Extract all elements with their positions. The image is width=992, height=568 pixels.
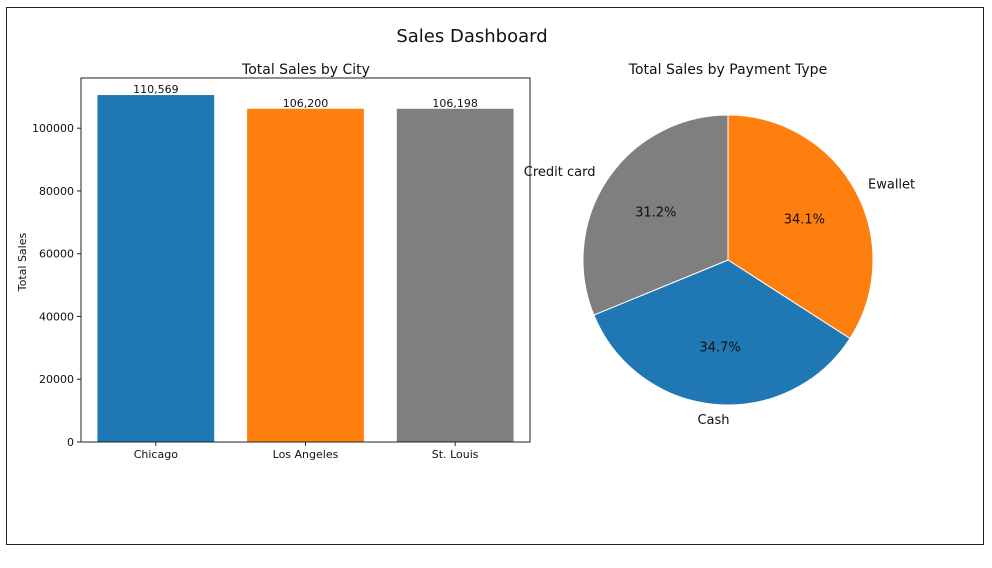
bar-value-label: 110,569 <box>133 83 179 96</box>
pie-chart-title: Total Sales by Payment Type <box>628 62 827 78</box>
y-tick-label: 40000 <box>39 310 74 323</box>
bar-y-axis-label: Total Sales <box>16 233 29 293</box>
y-tick-label: 60000 <box>39 248 74 261</box>
x-tick-label: St. Louis <box>432 448 479 461</box>
pie-percent-label: 31.2% <box>635 206 676 221</box>
pie-category-label: Ewallet <box>868 178 915 193</box>
bar-los-angeles <box>247 108 364 443</box>
pie-percent-label: 34.1% <box>784 212 825 227</box>
y-tick-label: 20000 <box>39 373 74 386</box>
y-tick-label: 0 <box>67 436 74 449</box>
bar-value-label: 106,200 <box>283 97 329 110</box>
y-tick-label: 80000 <box>39 185 74 198</box>
bar-value-label: 106,198 <box>432 97 478 110</box>
bar-chart-title: Total Sales by City <box>241 62 370 78</box>
bar-st-louis <box>396 108 514 443</box>
pie-slice-ewallet <box>727 114 874 340</box>
pie-category-label: Cash <box>697 413 729 428</box>
pie-slice-cash <box>593 259 851 406</box>
pie-category-label: Credit card <box>524 165 596 180</box>
pie-percent-label: 34.7% <box>699 341 740 356</box>
x-tick-label: Chicago <box>134 448 178 461</box>
x-tick-label: Los Angeles <box>273 448 339 461</box>
bar-chicago <box>97 95 215 442</box>
y-tick-label: 100000 <box>32 122 74 135</box>
bar-plot-area <box>80 77 531 443</box>
pie-slice-credit-card <box>582 114 729 316</box>
dashboard-title: Sales Dashboard <box>396 26 548 47</box>
